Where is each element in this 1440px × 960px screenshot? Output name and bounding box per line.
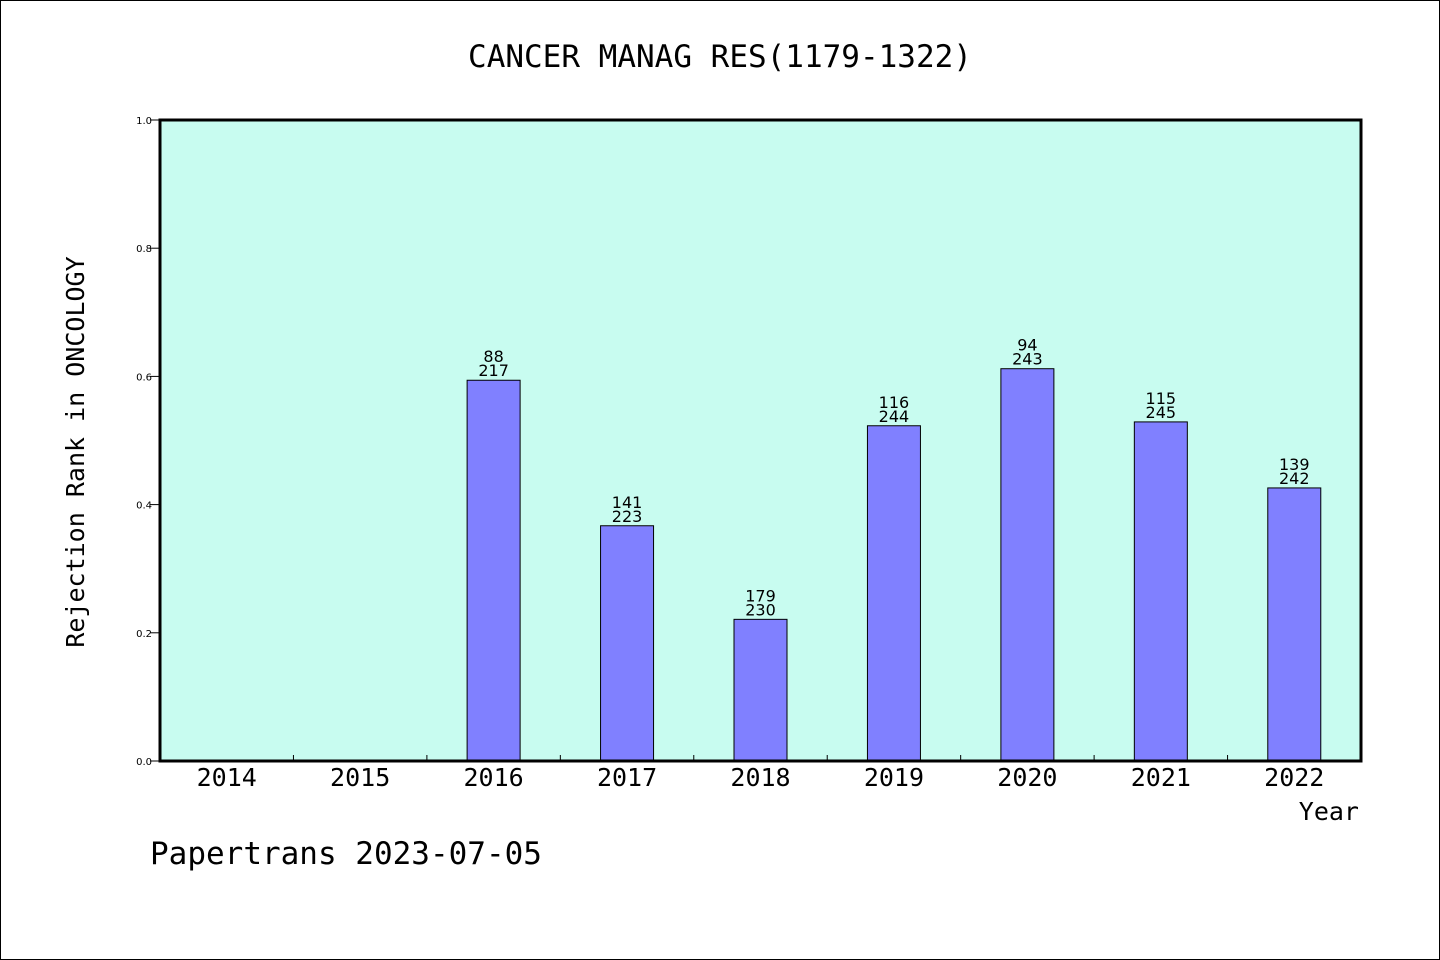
y-tick-label: 0.2 bbox=[136, 629, 152, 640]
bar-2021 bbox=[1133, 421, 1188, 762]
bar-rank-label: 141 bbox=[612, 493, 643, 512]
footer-credit: Papertrans 2023-07-05 bbox=[150, 836, 542, 872]
bar-rank-label: 115 bbox=[1146, 389, 1177, 408]
x-tick-label: 2019 bbox=[864, 763, 924, 792]
x-tick-label: 2014 bbox=[197, 763, 257, 792]
bar-total-label: 242 bbox=[1279, 469, 1310, 488]
y-axis-label: Rejection Rank in ONCOLOGY bbox=[61, 256, 90, 647]
y-tick-label: 0.8 bbox=[136, 244, 152, 255]
x-tick-label: 2015 bbox=[330, 763, 390, 792]
x-tick-label: 2020 bbox=[997, 763, 1057, 792]
chart-title: CANCER MANAG RES(1179-1322) bbox=[468, 39, 972, 75]
x-tick-label: 2017 bbox=[597, 763, 657, 792]
bar-total-label: 230 bbox=[745, 600, 776, 619]
y-tick-label: 0.0 bbox=[136, 757, 152, 768]
bar-2016 bbox=[466, 379, 521, 762]
bar-2017 bbox=[600, 525, 655, 762]
bar-rank-label: 139 bbox=[1279, 455, 1310, 474]
y-tick-label: 0.6 bbox=[136, 372, 152, 383]
bar-2018 bbox=[733, 618, 788, 762]
bar-total-label: 217 bbox=[478, 361, 509, 380]
bar-rank-label: 179 bbox=[745, 586, 776, 605]
x-axis: 2014 2015 2016 2017 2018 2019 2020 2021 2022 bbox=[197, 755, 1324, 792]
bar-rank-label: 94 bbox=[1017, 336, 1037, 355]
bars-group bbox=[466, 368, 1322, 762]
bar-rank-label: 88 bbox=[483, 347, 503, 366]
bar-2020 bbox=[1000, 368, 1055, 762]
bar-2022 bbox=[1267, 487, 1322, 762]
y-tick-label: 1.0 bbox=[136, 116, 152, 127]
bar-total-label: 243 bbox=[1012, 350, 1043, 369]
y-axis: 0.0 0.2 0.4 0.6 0.8 1.0 bbox=[136, 116, 160, 768]
bar-total-label: 245 bbox=[1146, 403, 1177, 422]
x-tick-label: 2016 bbox=[464, 763, 524, 792]
x-axis-label: Year bbox=[1299, 797, 1359, 826]
bar-rank-label: 116 bbox=[879, 393, 910, 412]
x-tick-label: 2022 bbox=[1264, 763, 1324, 792]
x-tick-label: 2018 bbox=[730, 763, 790, 792]
y-tick-label: 0.4 bbox=[136, 501, 152, 512]
bar-total-label: 223 bbox=[612, 507, 643, 526]
plot-border bbox=[158, 118, 1363, 763]
bar-total-label: 244 bbox=[879, 407, 910, 426]
bar-2019 bbox=[866, 425, 921, 762]
x-tick-label: 2021 bbox=[1131, 763, 1191, 792]
